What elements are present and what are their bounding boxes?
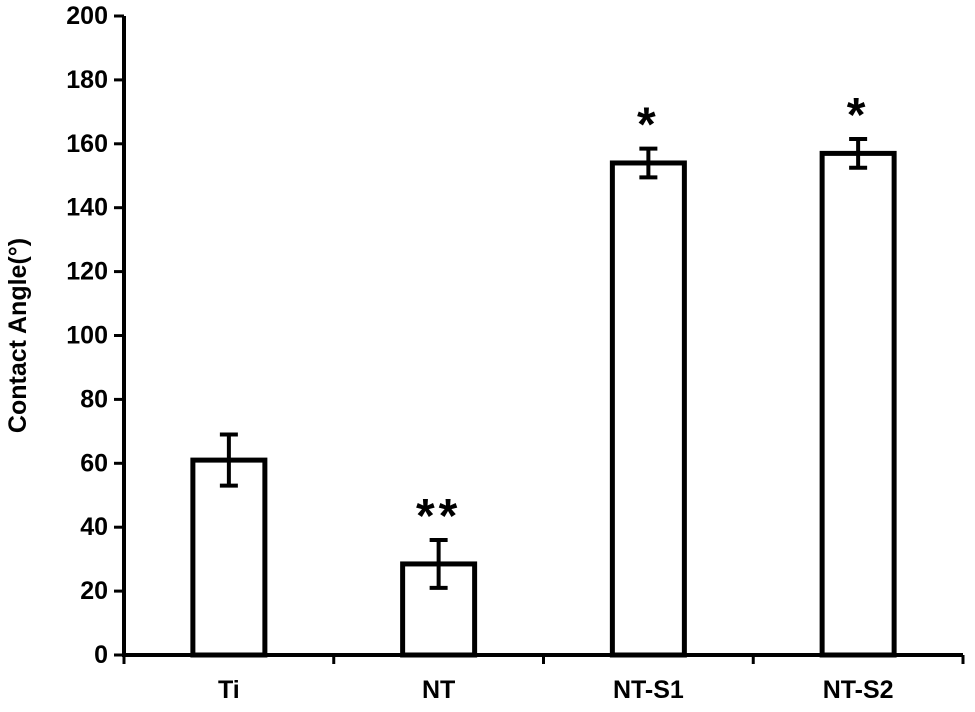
- x-tick-label: NT: [422, 676, 455, 704]
- x-ticks: Ti NT NT-S1 NT-S2: [122, 655, 965, 704]
- y-tick-label: 100: [66, 322, 108, 350]
- bars: [190, 150, 897, 658]
- y-ticks: 0 20 40 60 80 100 120 140 160 180 200: [66, 2, 124, 669]
- bar-nt-s1: [609, 160, 687, 658]
- x-tick-label: Ti: [218, 676, 240, 704]
- y-axis-label: Contact Angle(°): [4, 238, 32, 433]
- y-tick-label: 0: [94, 641, 108, 669]
- significance-marker: *: [637, 99, 660, 152]
- bar-ti: [190, 457, 268, 658]
- y-tick-label: 200: [66, 2, 108, 30]
- y-tick-label: 40: [80, 513, 108, 541]
- significance-marker: **: [416, 490, 461, 543]
- y-tick-label: 20: [80, 577, 108, 605]
- significance-marker: *: [847, 89, 870, 142]
- error-bars: [219, 137, 868, 590]
- y-tick-label: 80: [80, 385, 108, 413]
- significance-annotations: *** *: [416, 89, 870, 543]
- y-tick-label: 60: [80, 449, 108, 477]
- y-tick-label: 120: [66, 258, 108, 286]
- bar-nt-s2: [819, 150, 897, 658]
- x-tick-label: NT-S2: [823, 676, 894, 704]
- x-tick-label: NT-S1: [613, 676, 684, 704]
- y-tick-label: 160: [66, 130, 108, 158]
- y-tick-label: 180: [66, 66, 108, 94]
- y-tick-label: 140: [66, 194, 108, 222]
